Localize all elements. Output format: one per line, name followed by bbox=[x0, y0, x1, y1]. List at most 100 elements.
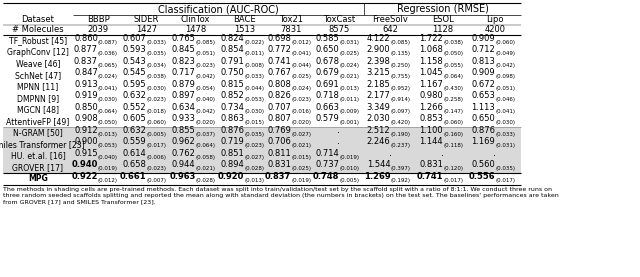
Text: (0.017): (0.017) bbox=[443, 178, 463, 183]
Text: (0.118): (0.118) bbox=[443, 143, 463, 148]
Text: (0.021): (0.021) bbox=[291, 143, 311, 148]
Text: 0.543: 0.543 bbox=[123, 57, 147, 66]
Text: 0.791: 0.791 bbox=[221, 57, 244, 66]
Text: 0.851: 0.851 bbox=[221, 149, 244, 158]
Text: (0.025): (0.025) bbox=[291, 74, 311, 79]
Text: 0.698: 0.698 bbox=[267, 34, 291, 43]
Text: 0.855: 0.855 bbox=[172, 126, 195, 135]
Text: 1.266: 1.266 bbox=[419, 103, 443, 112]
Text: MGCN [: MGCN [ bbox=[0, 276, 1, 277]
Text: 1427: 1427 bbox=[136, 25, 157, 35]
Text: (0.033): (0.033) bbox=[495, 132, 515, 137]
Text: 0.545: 0.545 bbox=[123, 68, 147, 77]
Text: 0.915: 0.915 bbox=[74, 149, 98, 158]
Text: 0.650: 0.650 bbox=[471, 114, 495, 123]
Text: SchNet [47]: SchNet [47] bbox=[0, 276, 1, 277]
Text: N-GRAM [50]: N-GRAM [50] bbox=[13, 128, 63, 137]
Text: 0.826: 0.826 bbox=[267, 91, 291, 100]
Text: 0.560: 0.560 bbox=[471, 160, 495, 169]
Text: 0.920: 0.920 bbox=[218, 172, 244, 181]
Text: Smiles Transformer [23]: Smiles Transformer [23] bbox=[0, 140, 85, 149]
Text: (0.019): (0.019) bbox=[291, 178, 311, 183]
Text: (0.001): (0.001) bbox=[339, 120, 359, 125]
Text: BBBP: BBBP bbox=[86, 16, 109, 24]
Text: 0.593: 0.593 bbox=[123, 45, 147, 54]
Text: MPNN [: MPNN [ bbox=[0, 276, 1, 277]
Text: TF_Robust [45]: TF_Robust [45] bbox=[9, 36, 67, 45]
Text: (0.031): (0.031) bbox=[495, 143, 515, 148]
Text: (0.023): (0.023) bbox=[195, 63, 216, 68]
Text: MPNN [11]: MPNN [11] bbox=[17, 82, 59, 91]
Text: 7831: 7831 bbox=[280, 25, 301, 35]
Text: (0.012): (0.012) bbox=[291, 40, 311, 45]
Text: 2.398: 2.398 bbox=[367, 57, 390, 66]
Text: (0.038): (0.038) bbox=[147, 74, 166, 79]
Text: (0.009): (0.009) bbox=[339, 109, 359, 114]
Text: 0.772: 0.772 bbox=[267, 45, 291, 54]
Text: AttentiveFP [: AttentiveFP [ bbox=[0, 276, 1, 277]
Text: HU. et.al. [16]: HU. et.al. [16] bbox=[0, 276, 1, 277]
Text: (0.022): (0.022) bbox=[244, 40, 264, 45]
Text: 1.100: 1.100 bbox=[419, 126, 443, 135]
Text: TF_Robust [45]: TF_Robust [45] bbox=[0, 276, 1, 277]
Text: (0.055): (0.055) bbox=[443, 63, 463, 68]
Text: (0.016): (0.016) bbox=[291, 109, 311, 114]
Text: (0.430): (0.430) bbox=[443, 86, 463, 91]
Text: (0.250): (0.250) bbox=[390, 63, 410, 68]
Text: 0.909: 0.909 bbox=[472, 34, 495, 43]
Text: 0.860: 0.860 bbox=[74, 34, 98, 43]
Text: (0.042): (0.042) bbox=[195, 74, 216, 79]
Text: 0.767: 0.767 bbox=[267, 68, 291, 77]
Text: (0.034): (0.034) bbox=[147, 63, 166, 68]
Text: GROVER [17]: GROVER [17] bbox=[0, 276, 1, 277]
Text: 0.815: 0.815 bbox=[221, 80, 244, 89]
Text: 0.831: 0.831 bbox=[267, 160, 291, 169]
Text: (0.013): (0.013) bbox=[339, 86, 359, 91]
Text: (0.097): (0.097) bbox=[390, 109, 410, 114]
Text: AttentiveFP [49]: AttentiveFP [49] bbox=[0, 276, 1, 277]
Text: 0.852: 0.852 bbox=[221, 91, 244, 100]
Text: 0.909: 0.909 bbox=[472, 68, 495, 77]
Text: DMPNN [: DMPNN [ bbox=[0, 276, 1, 277]
Text: DMPNN [9]: DMPNN [9] bbox=[17, 94, 59, 103]
Text: The methods in shading cells are pre-trained methods. Each dataset was split int: The methods in shading cells are pre-tra… bbox=[3, 188, 552, 193]
Text: 0.980: 0.980 bbox=[419, 91, 443, 100]
Text: Classification (AUC-ROC): Classification (AUC-ROC) bbox=[158, 4, 279, 14]
Text: SIDER: SIDER bbox=[134, 16, 159, 24]
Text: 0.877: 0.877 bbox=[74, 45, 98, 54]
Text: three random seeded scaffolds splitting and reported the mean along with standar: three random seeded scaffolds splitting … bbox=[3, 194, 559, 199]
Text: 0.717: 0.717 bbox=[172, 68, 195, 77]
Text: (0.041): (0.041) bbox=[291, 51, 311, 56]
Text: 0.741: 0.741 bbox=[417, 172, 443, 181]
Text: (0.053): (0.053) bbox=[98, 143, 118, 148]
Text: 0.718: 0.718 bbox=[315, 91, 339, 100]
Text: (0.755): (0.755) bbox=[390, 74, 410, 79]
Text: 0.663: 0.663 bbox=[315, 103, 339, 112]
Text: GraphConv [: GraphConv [ bbox=[0, 276, 1, 277]
Text: (0.015): (0.015) bbox=[244, 120, 264, 125]
Text: N-GRAM [: N-GRAM [ bbox=[0, 276, 1, 277]
Text: 2039: 2039 bbox=[88, 25, 109, 35]
Text: (0.013): (0.013) bbox=[244, 178, 264, 183]
Text: GraphConv [12]: GraphConv [12] bbox=[0, 276, 1, 277]
Text: GROVER [17]: GROVER [17] bbox=[13, 163, 63, 172]
Text: (0.914): (0.914) bbox=[390, 97, 410, 102]
Text: (0.037): (0.037) bbox=[195, 132, 216, 137]
Text: 0.741: 0.741 bbox=[268, 57, 291, 66]
Text: (0.012): (0.012) bbox=[98, 178, 118, 183]
Text: (0.040): (0.040) bbox=[98, 155, 118, 160]
Text: (0.041): (0.041) bbox=[495, 109, 515, 114]
Text: 1.544: 1.544 bbox=[367, 160, 390, 169]
Text: (0.064): (0.064) bbox=[443, 74, 463, 79]
Text: 0.679: 0.679 bbox=[315, 68, 339, 77]
Text: (0.007): (0.007) bbox=[147, 178, 166, 183]
Text: (0.054): (0.054) bbox=[195, 86, 216, 91]
Text: 0.595: 0.595 bbox=[123, 80, 147, 89]
Text: 0.811: 0.811 bbox=[268, 149, 291, 158]
Text: 0.634: 0.634 bbox=[172, 103, 195, 112]
Text: 0.607: 0.607 bbox=[123, 34, 147, 43]
Text: 1.045: 1.045 bbox=[419, 68, 443, 77]
Text: (0.028): (0.028) bbox=[195, 178, 216, 183]
Text: 2.900: 2.900 bbox=[367, 45, 390, 54]
Text: (0.018): (0.018) bbox=[147, 109, 166, 114]
